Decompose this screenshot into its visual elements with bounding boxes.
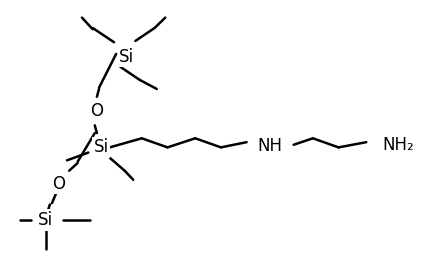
- Text: Si: Si: [119, 48, 134, 66]
- Text: Si: Si: [94, 138, 109, 156]
- Text: O: O: [91, 102, 103, 120]
- Text: NH₂: NH₂: [383, 136, 414, 154]
- Text: Si: Si: [38, 211, 53, 229]
- Text: NH: NH: [257, 137, 283, 155]
- Text: O: O: [52, 175, 65, 193]
